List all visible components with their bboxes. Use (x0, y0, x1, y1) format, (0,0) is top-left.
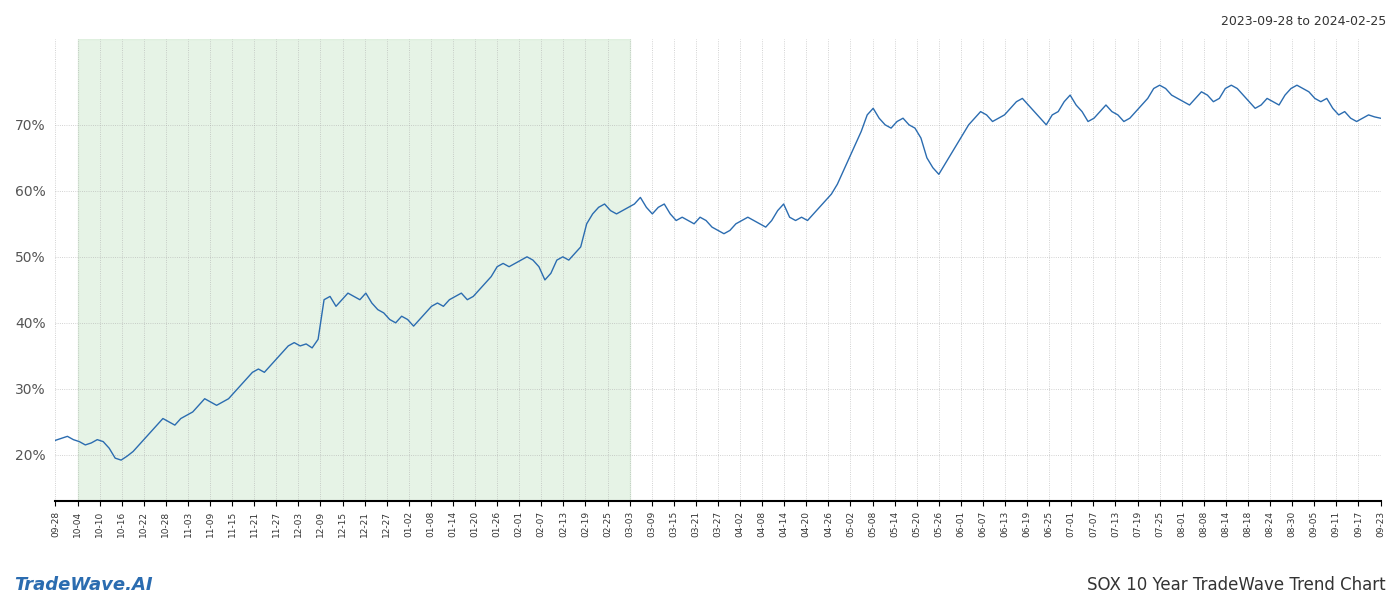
Text: 2023-09-28 to 2024-02-25: 2023-09-28 to 2024-02-25 (1221, 15, 1386, 28)
Text: SOX 10 Year TradeWave Trend Chart: SOX 10 Year TradeWave Trend Chart (1088, 576, 1386, 594)
Text: TradeWave.AI: TradeWave.AI (14, 576, 153, 594)
Bar (77, 39, 630, 501)
